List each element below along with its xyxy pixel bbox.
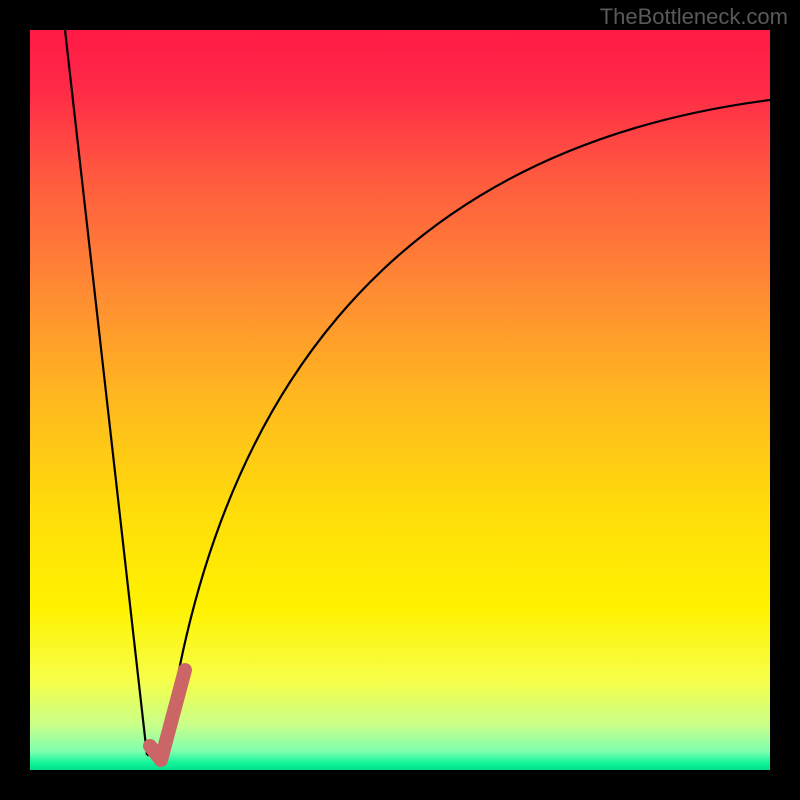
bottleneck-curve	[65, 30, 770, 755]
selection-marker	[150, 670, 185, 760]
chart-curves-overlay	[30, 30, 770, 770]
watermark-text: TheBottleneck.com	[600, 4, 788, 30]
